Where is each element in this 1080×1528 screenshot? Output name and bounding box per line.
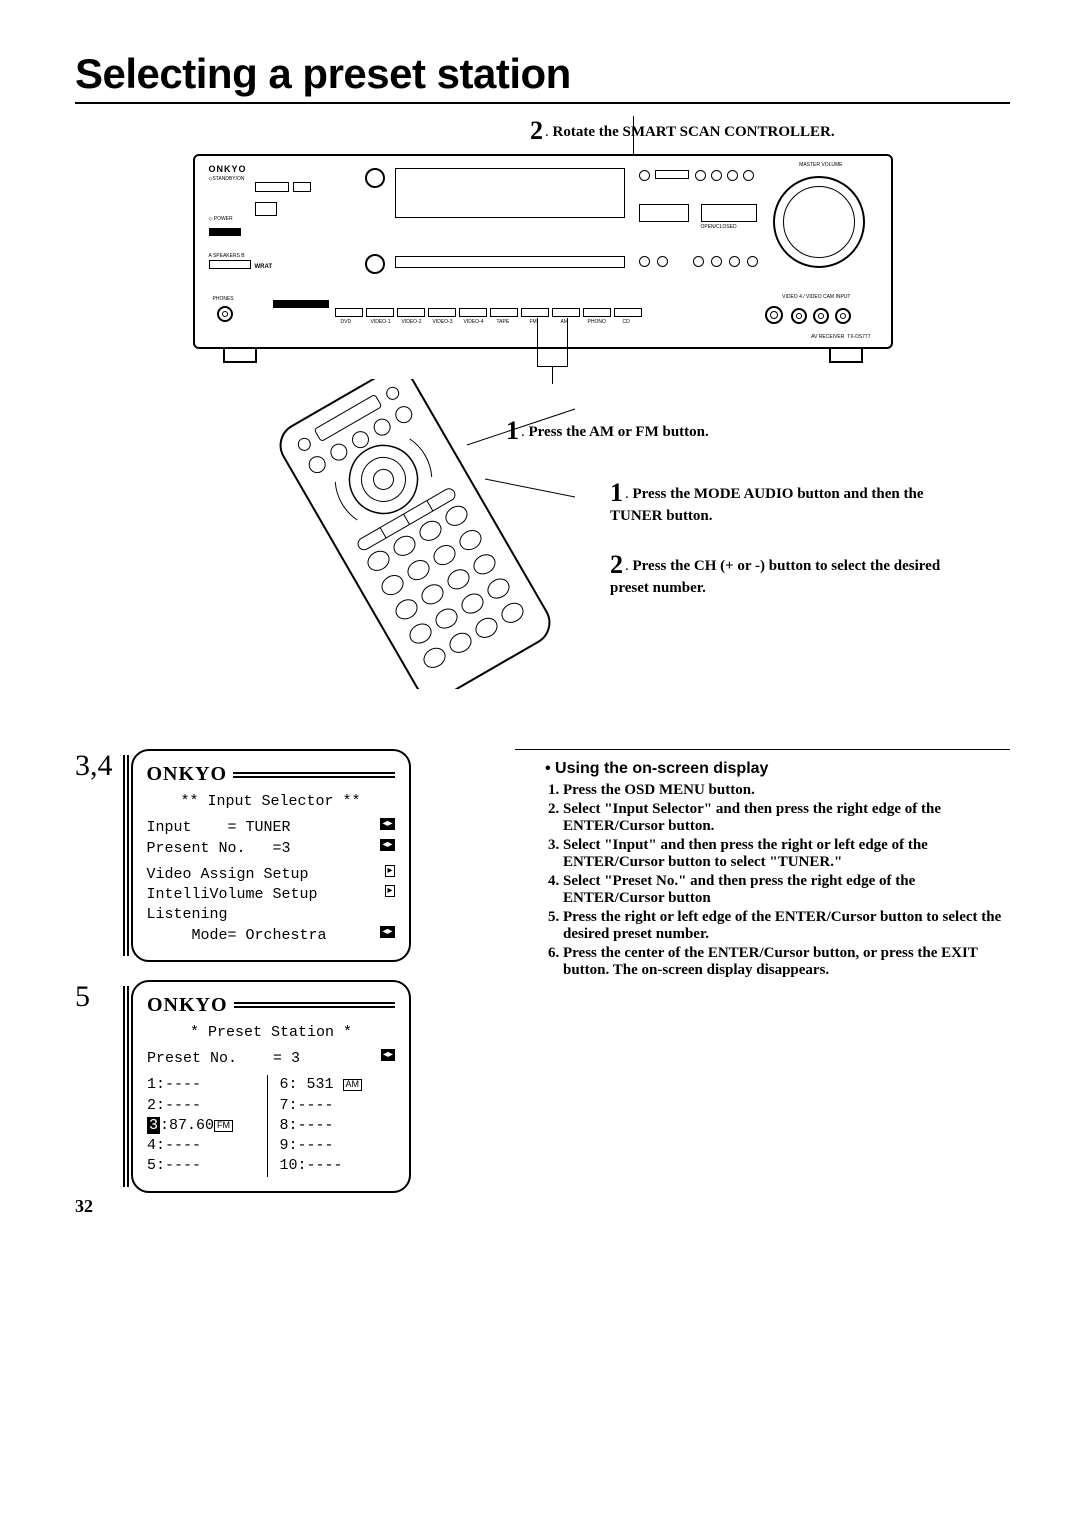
left-right-icon: ◂▸ [380,839,394,851]
preset-item: 7:---- [280,1096,396,1116]
preset-item: 1:---- [147,1075,263,1095]
osd-steps-list: Press the OSD MENU button. Select "Input … [563,782,1010,979]
osd-screen-1: 3,4 ONKYO ** Input Selector ** Input = T… [75,749,515,962]
preset-item: 8:---- [280,1116,396,1136]
osd-screen-2: 5 ONKYO * Preset Station * Preset No. = … [75,980,515,1193]
osd-step: Select "Preset No." and then press the r… [563,873,1010,907]
osd1-title: ** Input Selector ** [147,792,395,812]
using-title: Using the on-screen display [545,760,1010,778]
osd-step: Press the OSD MENU button. [563,782,1010,799]
remote-diagram [215,379,615,689]
left-right-icon: ◂▸ [381,1049,395,1061]
volume-knob [773,176,865,268]
callout-remote-2: 2. Press the CH (+ or -) button to selec… [610,550,970,597]
callout-num: 2 [530,116,543,145]
osd-step-number: 5 [75,980,113,1014]
right-icon: ▸ [385,865,394,877]
preset-list: 1:---- 2:---- 3:87.60FM 4:---- 5:---- 6:… [147,1075,395,1176]
osd-step-number: 3,4 [75,749,113,783]
page-number: 32 [75,1196,93,1217]
callout-text: Rotate the SMART SCAN CONTROLLER. [553,124,835,140]
osd-step: Press the right or left edge of the ENTE… [563,909,1010,943]
osd-brand: ONKYO [147,761,228,788]
title-rule [75,102,1010,104]
preset-item: 3:87.60FM [147,1116,263,1136]
left-right-icon: ◂▸ [380,926,394,938]
preset-item: 4:---- [147,1136,263,1156]
preset-item: 9:---- [280,1136,396,1156]
right-icon: ▸ [385,885,394,897]
left-right-icon: ◂▸ [380,818,394,830]
input-selector-row [335,308,642,317]
osd-step: Select "Input Selector" and then press t… [563,801,1010,835]
receiver-brand: ONKYO [209,164,247,174]
page-title: Selecting a preset station [75,50,1010,98]
using-osd-section: Using the on-screen display Press the OS… [515,749,1010,1211]
receiver-diagram: ONKYO ◇ POWER ◇STANDBY/ON A SPEAKERS B W… [193,154,893,349]
preset-item: 2:---- [147,1096,263,1116]
osd-brand: ONKYO [147,992,228,1019]
osd-step: Select "Input" and then press the right … [563,837,1010,871]
callout-remote-1: 1. Press the MODE AUDIO button and then … [610,478,970,525]
osd2-title: * Preset Station * [147,1023,395,1043]
callout-receiver-2: 2. Rotate the SMART SCAN CONTROLLER. [530,116,835,146]
osd-step: Press the center of the ENTER/Cursor but… [563,945,1010,979]
preset-item: 10:---- [280,1156,396,1176]
preset-item: 6: 531 AM [280,1075,396,1095]
preset-item: 5:---- [147,1156,263,1176]
